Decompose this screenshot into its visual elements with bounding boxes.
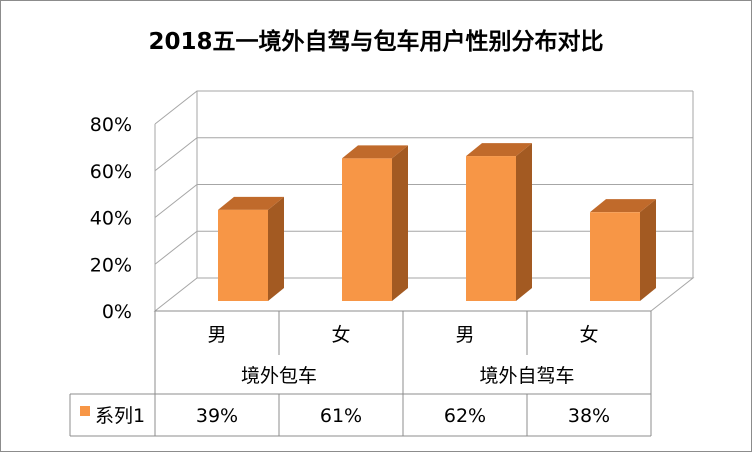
bar [466, 156, 516, 301]
data-label: 62% [444, 405, 486, 427]
gridline [154, 137, 693, 172]
x-tick-label: 女 [331, 324, 350, 346]
bar [342, 158, 392, 301]
bar [218, 209, 268, 301]
x-tick-label: 女 [579, 324, 598, 346]
bar [590, 212, 640, 301]
y-tick-label: 20% [90, 254, 132, 276]
data-label: 38% [568, 405, 610, 427]
y-tick-label: 40% [90, 208, 132, 230]
bar-top [342, 145, 408, 159]
y-tick-label: 60% [90, 161, 132, 183]
data-label: 61% [320, 405, 362, 427]
chart-title: 2018五一境外自驾与包车用户性别分布对比 [148, 29, 604, 55]
legend-label: 系列1 [95, 405, 145, 427]
bar-top [466, 143, 532, 157]
group-label: 境外自驾车 [479, 365, 574, 387]
x-tick-label: 男 [207, 324, 226, 346]
legend-swatch [80, 406, 90, 416]
bar-side [268, 196, 284, 301]
data-label: 39% [196, 405, 238, 427]
bar-side [640, 199, 656, 301]
bar-top [218, 196, 284, 210]
bar-top [590, 199, 656, 213]
x-tick-label: 男 [455, 324, 474, 346]
bar-side [516, 143, 532, 301]
bar-side [392, 145, 408, 301]
gridline [154, 90, 693, 125]
y-tick-label: 0% [102, 301, 132, 323]
group-label: 境外包车 [241, 365, 317, 387]
y-tick-label: 80% [90, 114, 132, 136]
